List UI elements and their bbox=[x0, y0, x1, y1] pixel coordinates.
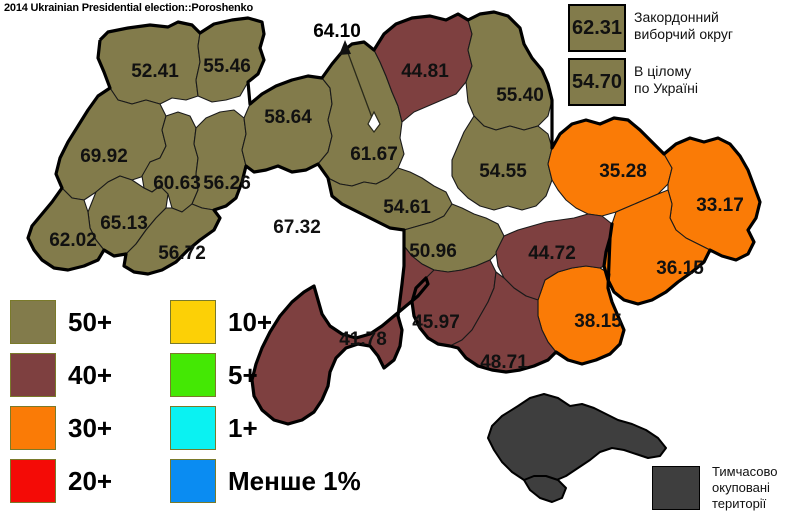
region-value-kyiv-city: 64.10 bbox=[313, 21, 361, 42]
aggregate-item-total[interactable]: 54.70 В цілому по Україні bbox=[568, 58, 800, 106]
region-value-sumy: 55.40 bbox=[496, 85, 544, 106]
aggregate-label-abroad-line2: виборчий округ bbox=[634, 26, 734, 42]
legend-label-5plus: 5+ bbox=[228, 360, 258, 390]
legend-swatch-10plus bbox=[170, 300, 216, 344]
legend-swatch-1plus bbox=[170, 406, 216, 450]
region-crimea[interactable] bbox=[487, 393, 667, 485]
legend-label-occupied: Тимчасово окуповані території bbox=[712, 464, 777, 512]
region-value-kharkiv: 35.28 bbox=[599, 161, 647, 182]
region-value-kyiv-oblast: 61.67 bbox=[350, 144, 398, 165]
legend-label-30plus: 30+ bbox=[68, 413, 113, 443]
region-value-zaporizhzhia: 38.15 bbox=[574, 311, 622, 332]
aggregate-label-total: В цілому по Україні bbox=[634, 58, 698, 97]
aggregate-item-abroad[interactable]: 62.31 Закордонний виборчий округ bbox=[568, 4, 800, 52]
bucket-legend: 50+ 40+ 30+ 20+ 10+ 5+ 1+ Менше 1 bbox=[10, 300, 361, 515]
legend-swatch-20plus bbox=[10, 459, 56, 503]
region-crimea-tail[interactable] bbox=[523, 475, 567, 503]
aggregate-label-abroad: Закордонний виборчий округ bbox=[634, 4, 733, 43]
region-value-lviv: 69.92 bbox=[80, 146, 128, 167]
legend-swatch-less-than-1 bbox=[170, 459, 216, 503]
region-value-luhansk: 33.17 bbox=[696, 195, 744, 216]
region-value-rivne: 55.46 bbox=[203, 56, 251, 77]
region-value-chernivtsi: 56.72 bbox=[158, 243, 206, 264]
legend-label-1plus: 1+ bbox=[228, 413, 258, 443]
aggregate-legend: 62.31 Закордонний виборчий округ 54.70 В… bbox=[568, 4, 800, 112]
kyiv-city-leader bbox=[339, 40, 381, 133]
region-value-zakarpattia: 62.02 bbox=[49, 230, 97, 251]
region-value-volyn: 52.41 bbox=[131, 61, 179, 82]
legend-label-less-than-1: Менше 1% bbox=[228, 466, 361, 496]
aggregate-label-abroad-line1: Закордонний bbox=[634, 9, 719, 25]
region-value-donetsk: 36.15 bbox=[656, 258, 704, 279]
legend-label-40plus: 40+ bbox=[68, 360, 113, 390]
region-khmelnytskyi[interactable] bbox=[191, 109, 247, 211]
legend-label-10plus: 10+ bbox=[228, 307, 273, 337]
region-value-khmelnytskyi: 56.26 bbox=[203, 173, 251, 194]
region-value-poltava: 54.55 bbox=[479, 161, 527, 182]
region-sumy[interactable] bbox=[465, 11, 553, 131]
legend-label-occupied-line3: території bbox=[712, 496, 767, 511]
region-value-mykolaiv: 45.97 bbox=[412, 312, 460, 333]
region-value-ivano-frankivsk: 65.13 bbox=[100, 213, 148, 234]
aggregate-value-abroad: 62.31 bbox=[568, 4, 626, 52]
legend-label-20plus: 20+ bbox=[68, 466, 113, 496]
region-value-vinnytsia: 67.32 bbox=[273, 217, 321, 238]
region-value-zhytomyr: 58.64 bbox=[264, 107, 312, 128]
aggregate-label-total-line1: В цілому bbox=[634, 63, 692, 79]
region-value-kirovohrad: 50.96 bbox=[409, 241, 457, 262]
region-value-chernihiv: 44.81 bbox=[401, 61, 449, 82]
legend-swatch-occupied bbox=[652, 466, 700, 510]
region-value-ternopil: 60.63 bbox=[153, 173, 201, 194]
aggregate-label-total-line2: по Україні bbox=[634, 80, 698, 96]
legend-label-occupied-line2: окуповані bbox=[712, 480, 770, 495]
region-value-cherkasy: 54.61 bbox=[383, 197, 431, 218]
legend-swatch-40plus bbox=[10, 353, 56, 397]
legend-swatch-50plus bbox=[10, 300, 56, 344]
region-value-odesa: 41.78 bbox=[339, 329, 387, 350]
legend-swatch-30plus bbox=[10, 406, 56, 450]
legend-swatch-5plus bbox=[170, 353, 216, 397]
legend-label-50plus: 50+ bbox=[68, 307, 113, 337]
aggregate-value-total: 54.70 bbox=[568, 58, 626, 106]
region-value-dnipropetrovsk: 44.72 bbox=[528, 243, 576, 264]
legend-label-occupied-line1: Тимчасово bbox=[712, 464, 778, 479]
region-value-kherson: 48.71 bbox=[480, 352, 528, 373]
